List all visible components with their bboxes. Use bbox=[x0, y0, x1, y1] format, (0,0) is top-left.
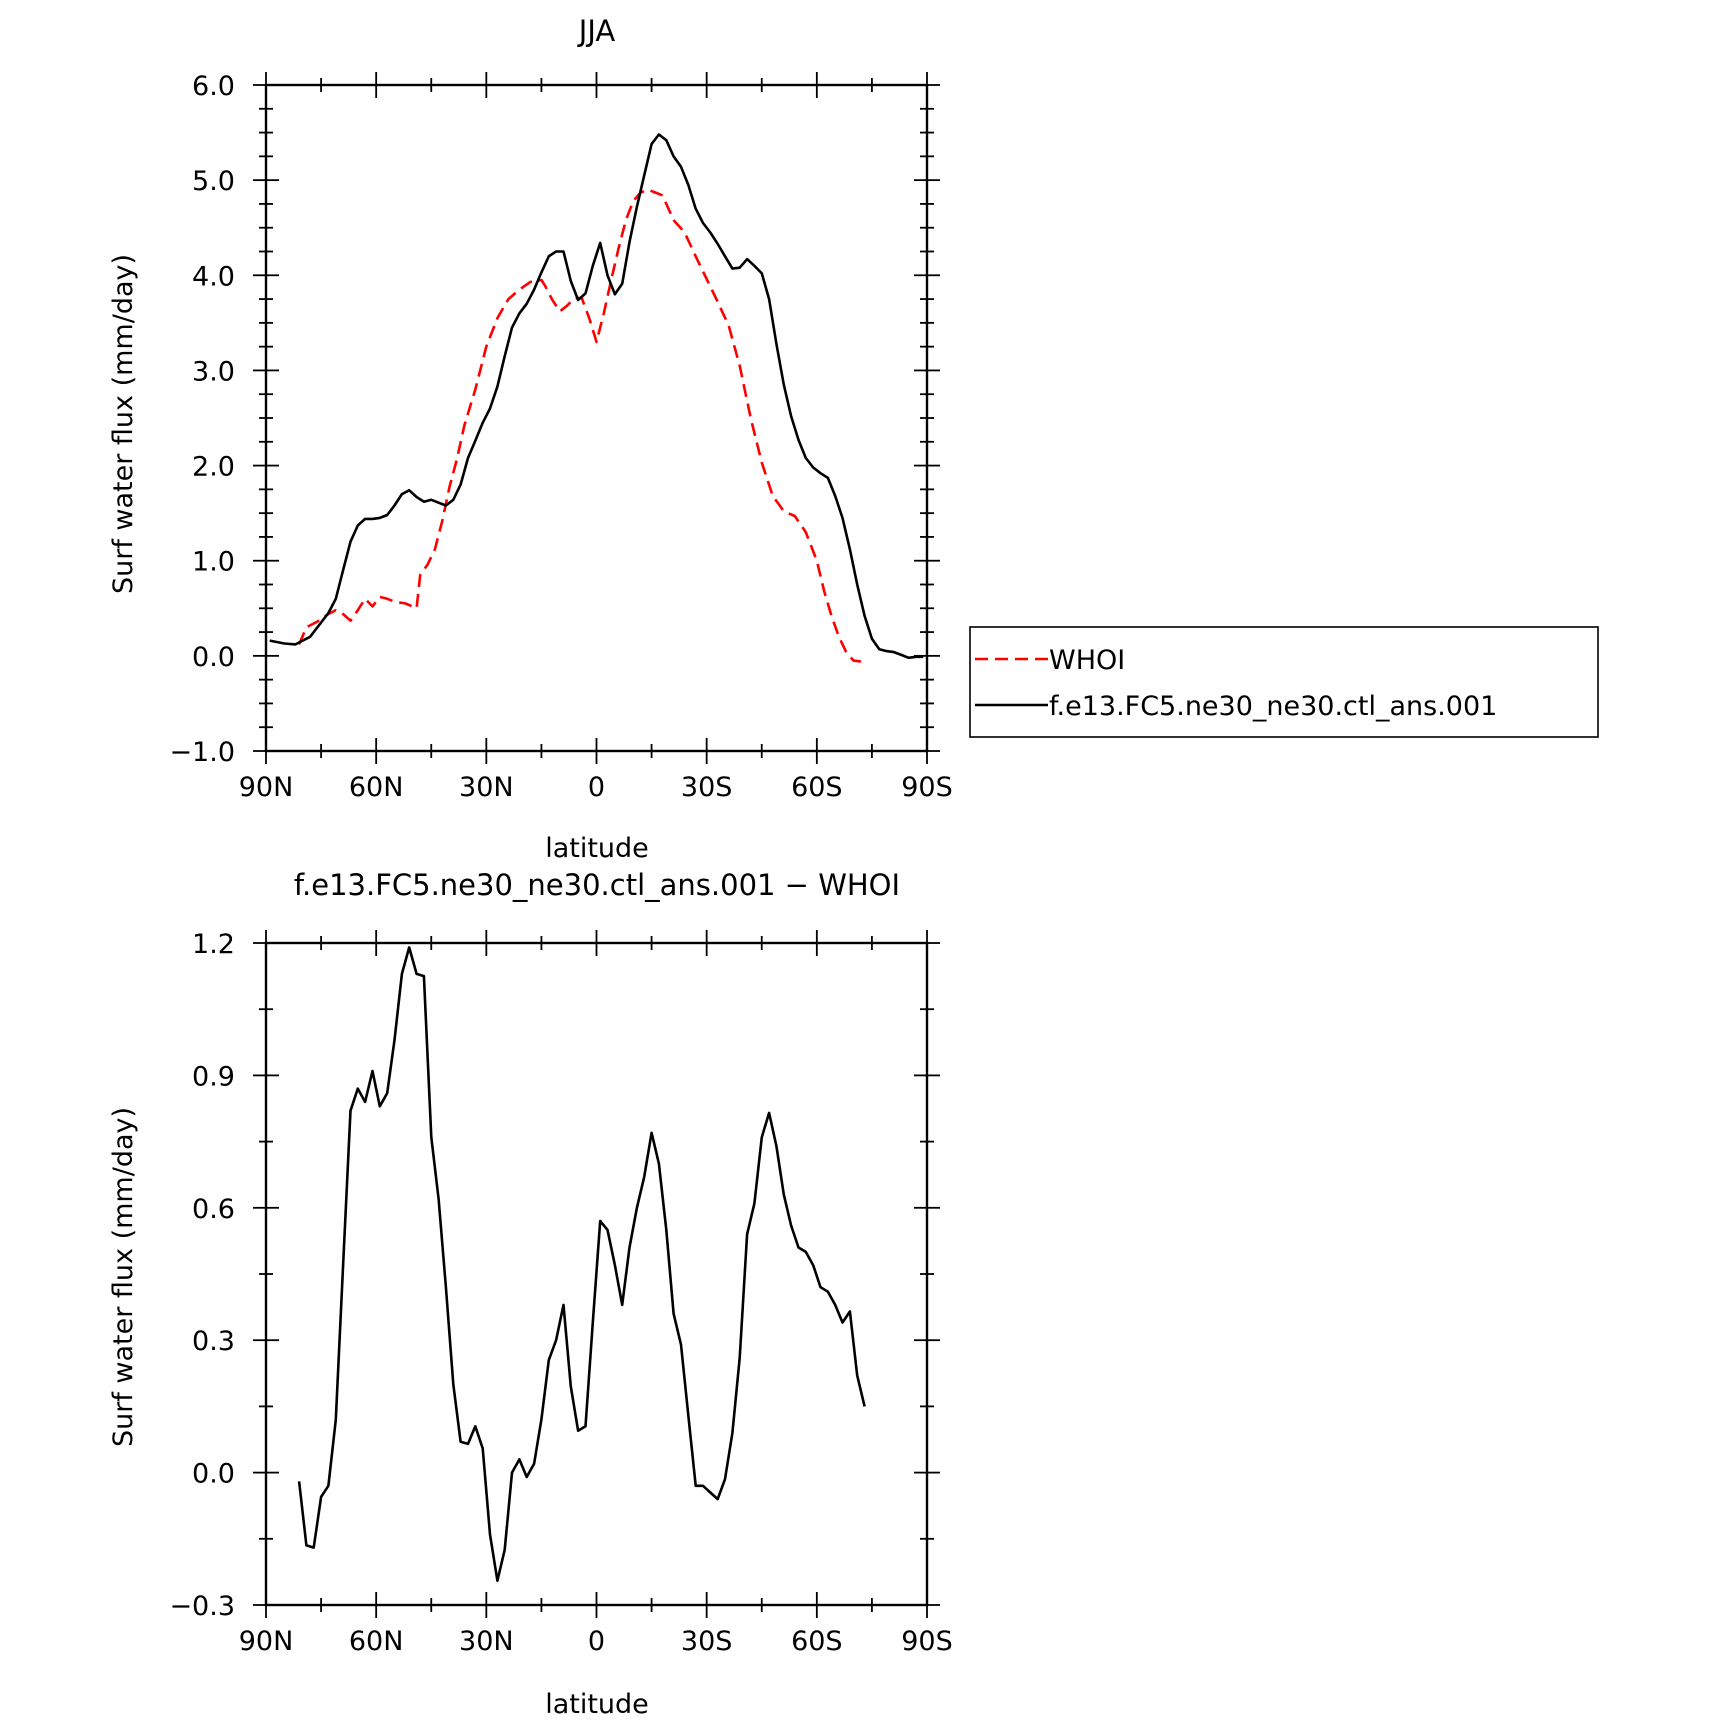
x-axis-label: latitude bbox=[545, 1689, 649, 1720]
y-tick-label: 4.0 bbox=[192, 261, 235, 292]
y-axis-label: Surf water flux (mm/day) bbox=[108, 254, 139, 594]
axis-tick-labels: 90N 60N 30N 0 30S 60S 90S −0.3 0.0 0.3 0.6 0.9 1.2 bbox=[169, 929, 952, 1657]
panel-top: JJA Surf water flux (mm/day) latitude 90… bbox=[108, 14, 953, 864]
y-tick-label: −0.3 bbox=[169, 1591, 235, 1622]
chart-title: f.e13.FC5.ne30_ne30.ctl_ans.001 − WHOI bbox=[294, 868, 900, 902]
y-axis-label: Surf water flux (mm/day) bbox=[108, 1107, 139, 1447]
legend-label-whoi: WHOI bbox=[1049, 645, 1125, 676]
x-tick-label: 30S bbox=[681, 772, 733, 803]
y-tick-label: 0.6 bbox=[192, 1194, 235, 1225]
x-tick-label: 0 bbox=[588, 1626, 605, 1657]
y-tick-label: 0.0 bbox=[192, 1459, 235, 1490]
legend-label-model: f.e13.FC5.ne30_ne30.ctl_ans.001 bbox=[1049, 691, 1497, 722]
axis-ticks bbox=[253, 72, 940, 764]
y-tick-label: 2.0 bbox=[192, 452, 235, 483]
plot-frame bbox=[264, 83, 929, 753]
x-tick-label: 30S bbox=[681, 1626, 733, 1657]
y-tick-label: 0.9 bbox=[192, 1061, 235, 1092]
series-line-whoi bbox=[297, 188, 862, 663]
x-tick-label: 90S bbox=[901, 1626, 953, 1657]
y-tick-label: 3.0 bbox=[192, 356, 235, 387]
x-tick-label: 0 bbox=[588, 772, 605, 803]
series-line-difference bbox=[297, 946, 866, 1582]
series-lines bbox=[297, 946, 866, 1582]
x-tick-label: 90N bbox=[239, 1626, 294, 1657]
x-tick-label: 90N bbox=[239, 772, 294, 803]
legend-box bbox=[969, 626, 1599, 738]
y-tick-label: 1.0 bbox=[192, 547, 235, 578]
x-tick-label: 30N bbox=[459, 1626, 514, 1657]
x-tick-label: 30N bbox=[459, 772, 514, 803]
y-tick-label: 1.2 bbox=[192, 929, 235, 960]
y-tick-label: 5.0 bbox=[192, 166, 235, 197]
y-tick-label: 0.0 bbox=[192, 642, 235, 673]
x-tick-label: 60N bbox=[349, 1626, 404, 1657]
panel-bottom: f.e13.FC5.ne30_ne30.ctl_ans.001 − WHOI S… bbox=[108, 868, 953, 1720]
series-line-model bbox=[269, 133, 924, 660]
y-tick-label: 0.3 bbox=[192, 1326, 235, 1357]
x-tick-label: 60N bbox=[349, 772, 404, 803]
axis-ticks bbox=[253, 930, 940, 1618]
legend: WHOI f.e13.FC5.ne30_ne30.ctl_ans.001 bbox=[969, 626, 1599, 738]
chart-title: JJA bbox=[577, 14, 616, 48]
x-tick-label: 60S bbox=[791, 1626, 843, 1657]
x-tick-label: 90S bbox=[901, 772, 953, 803]
series-lines bbox=[269, 133, 924, 663]
x-tick-label: 60S bbox=[791, 772, 843, 803]
y-tick-label: 6.0 bbox=[192, 71, 235, 102]
x-axis-label: latitude bbox=[545, 833, 649, 864]
y-tick-label: −1.0 bbox=[169, 737, 235, 768]
axis-tick-labels: 90N 60N 30N 0 30S 60S 90S −1.0 0.0 1.0 2.0 3.0 4.0 5.… bbox=[169, 71, 952, 803]
